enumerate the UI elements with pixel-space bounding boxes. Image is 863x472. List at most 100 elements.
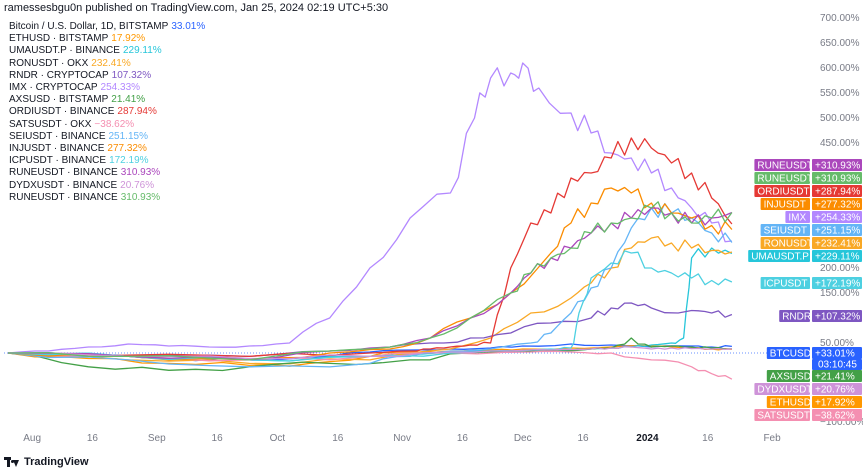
x-tick-label: Aug [23, 433, 41, 444]
series-value-tag-label: −38.62% [815, 411, 855, 422]
series-name-tag [785, 211, 810, 223]
series-line [7, 137, 733, 358]
x-tick-label: Sep [148, 433, 166, 444]
legend-label: ORDIUSDT · BINANCE [9, 106, 115, 118]
series-name-tag-label: ETHUSD [770, 398, 811, 409]
series-value-tag [812, 172, 862, 184]
series-value-tag [812, 310, 862, 322]
tradingview-logo-icon [4, 457, 20, 467]
legend-item[interactable]: AXSUSD · BITSTAMP 21.41% [9, 94, 205, 106]
series-value-tag-label: +172.19% [815, 279, 860, 290]
y-tick-label: 700.00% [820, 13, 860, 24]
legend-item[interactable]: SEIUSDT · BINANCE 251.15% [9, 131, 205, 143]
legend-item[interactable]: RUNEUSDT · BINANCE 310.93% [9, 192, 205, 204]
legend-item[interactable]: INJUSDT · BINANCE 277.32% [9, 143, 205, 155]
x-tick-label: Dec [514, 433, 532, 444]
legend-item[interactable]: RUNEUSDT · BINANCE 310.93% [9, 167, 205, 179]
series-name-tag-label: SEIUSDT [764, 226, 807, 237]
y-tick-label: 200.00% [820, 263, 860, 274]
series-name-tag [754, 172, 810, 184]
x-tick-label: 2024 [636, 433, 659, 444]
series-line [7, 337, 732, 372]
legend-value: 287.94% [117, 106, 157, 118]
legend-item[interactable]: RNDR · CRYPTOCAP 107.32% [9, 70, 205, 82]
legend-item[interactable]: SATSUSDT · OKX −38.62% [9, 119, 205, 131]
legend-label: SATSUSDT · OKX [9, 118, 92, 130]
series-name-tag-label: DYDXUSDT [757, 385, 812, 396]
y-tick-label: 150.00% [820, 288, 860, 299]
legend-value: 17.92% [111, 33, 146, 45]
legend-item[interactable]: DYDXUSDT · BINANCE 20.76% [9, 180, 205, 192]
series-value-tag [812, 198, 862, 210]
legend-label: UMAUSDT.P · BINANCE [9, 45, 120, 57]
series-name-tag [754, 409, 810, 421]
legend-value: 232.41% [91, 57, 131, 69]
series-name-tag [760, 224, 810, 236]
legend-value: 20.76% [120, 179, 155, 191]
series-value-tag [812, 347, 862, 359]
legend-label: Bitcoin / U.S. Dollar, 1D, BITSTAMP [9, 21, 169, 32]
legend-label: RONUSDT · OKX [9, 57, 89, 69]
legend-value: 251.15% [108, 130, 148, 142]
series-name-tag [754, 159, 810, 171]
legend-label: ETHUSD · BITSTAMP [9, 33, 109, 45]
series-value-tag [812, 159, 862, 171]
legend-item[interactable]: IMX · CRYPTOCAP 254.33% [9, 82, 205, 94]
series-name-tag [766, 347, 810, 359]
series-line [7, 350, 733, 380]
legend-item[interactable]: Bitcoin / U.S. Dollar, 1D, BITSTAMP 33.01… [9, 21, 205, 33]
legend-label: RUNEUSDT · BINANCE [9, 191, 118, 203]
legend-label: RUNEUSDT · BINANCE [9, 167, 118, 179]
series-name-tag [760, 198, 810, 210]
legend-item[interactable]: ICPUSDT · BINANCE 172.19% [9, 155, 205, 167]
x-tick-label: Nov [393, 433, 411, 444]
series-name-tag-label: RNDR [782, 312, 811, 323]
series-name-tag [754, 185, 810, 197]
y-tick-label: 650.00% [820, 38, 860, 49]
legend-value: 310.93% [120, 191, 161, 203]
y-tick-label: 450.00% [820, 138, 860, 149]
legend-value: 310.93% [120, 167, 161, 179]
series-name-tag [779, 310, 810, 322]
series-value-tag [812, 277, 862, 289]
tradingview-footer[interactable]: TradingView [4, 456, 89, 468]
series-value-tag-label: +254.33% [815, 213, 860, 224]
series-name-tag-label: INJUSDT [764, 200, 806, 211]
series-value-tag [812, 370, 862, 382]
series-name-tag [760, 237, 810, 249]
series-line [7, 250, 733, 362]
series-name-tag-label: UMAUSDT.P [751, 252, 809, 263]
legend-value: −38.62% [94, 118, 135, 130]
legend-item[interactable]: RONUSDT · OKX 232.41% [9, 58, 205, 70]
x-tick-label: Oct [270, 433, 286, 444]
legend-value: 229.11% [122, 45, 162, 57]
series-value-tag-label: +17.92% [815, 398, 855, 409]
series-line [7, 186, 733, 361]
legend-value: 33.01% [171, 21, 206, 32]
x-tick-label: 16 [87, 433, 99, 444]
legend-item[interactable]: ETHUSD · BITSTAMP 17.92% [9, 33, 205, 45]
legend-label: SEIUSDT · BINANCE [9, 130, 106, 142]
x-tick-label: 16 [577, 433, 589, 444]
series-line [7, 62, 732, 354]
series-name-tag-label: SATSUSDT [757, 411, 810, 422]
legend-label: DYDXUSDT · BINANCE [9, 179, 118, 191]
x-tick-label: 16 [212, 433, 224, 444]
series-line [7, 207, 733, 361]
legend-item[interactable]: UMAUSDT.P · BINANCE 229.11% [9, 45, 205, 57]
series-value-tag-label: +310.93% [815, 174, 860, 185]
x-tick-label: 16 [702, 433, 714, 444]
legend-value: 254.33% [100, 82, 141, 94]
legend-item[interactable]: ORDIUSDT · BINANCE 287.94% [9, 106, 205, 118]
countdown-label: 03:10:45 [818, 360, 857, 371]
series-value-tag-label: +33.01% [815, 349, 855, 360]
series-legend: Bitcoin / U.S. Dollar, 1D, BITSTAMP 33.01… [9, 21, 205, 204]
y-tick-label: 50.00% [820, 338, 854, 349]
legend-label: RNDR · CRYPTOCAP [9, 69, 109, 81]
series-name-tag-label: AXSUSD [770, 372, 811, 383]
series-name-tag [748, 250, 810, 262]
series-name-tag-label: IMX [788, 213, 806, 224]
series-value-tag-label: +310.93% [815, 161, 860, 172]
series-value-tag [812, 396, 862, 408]
